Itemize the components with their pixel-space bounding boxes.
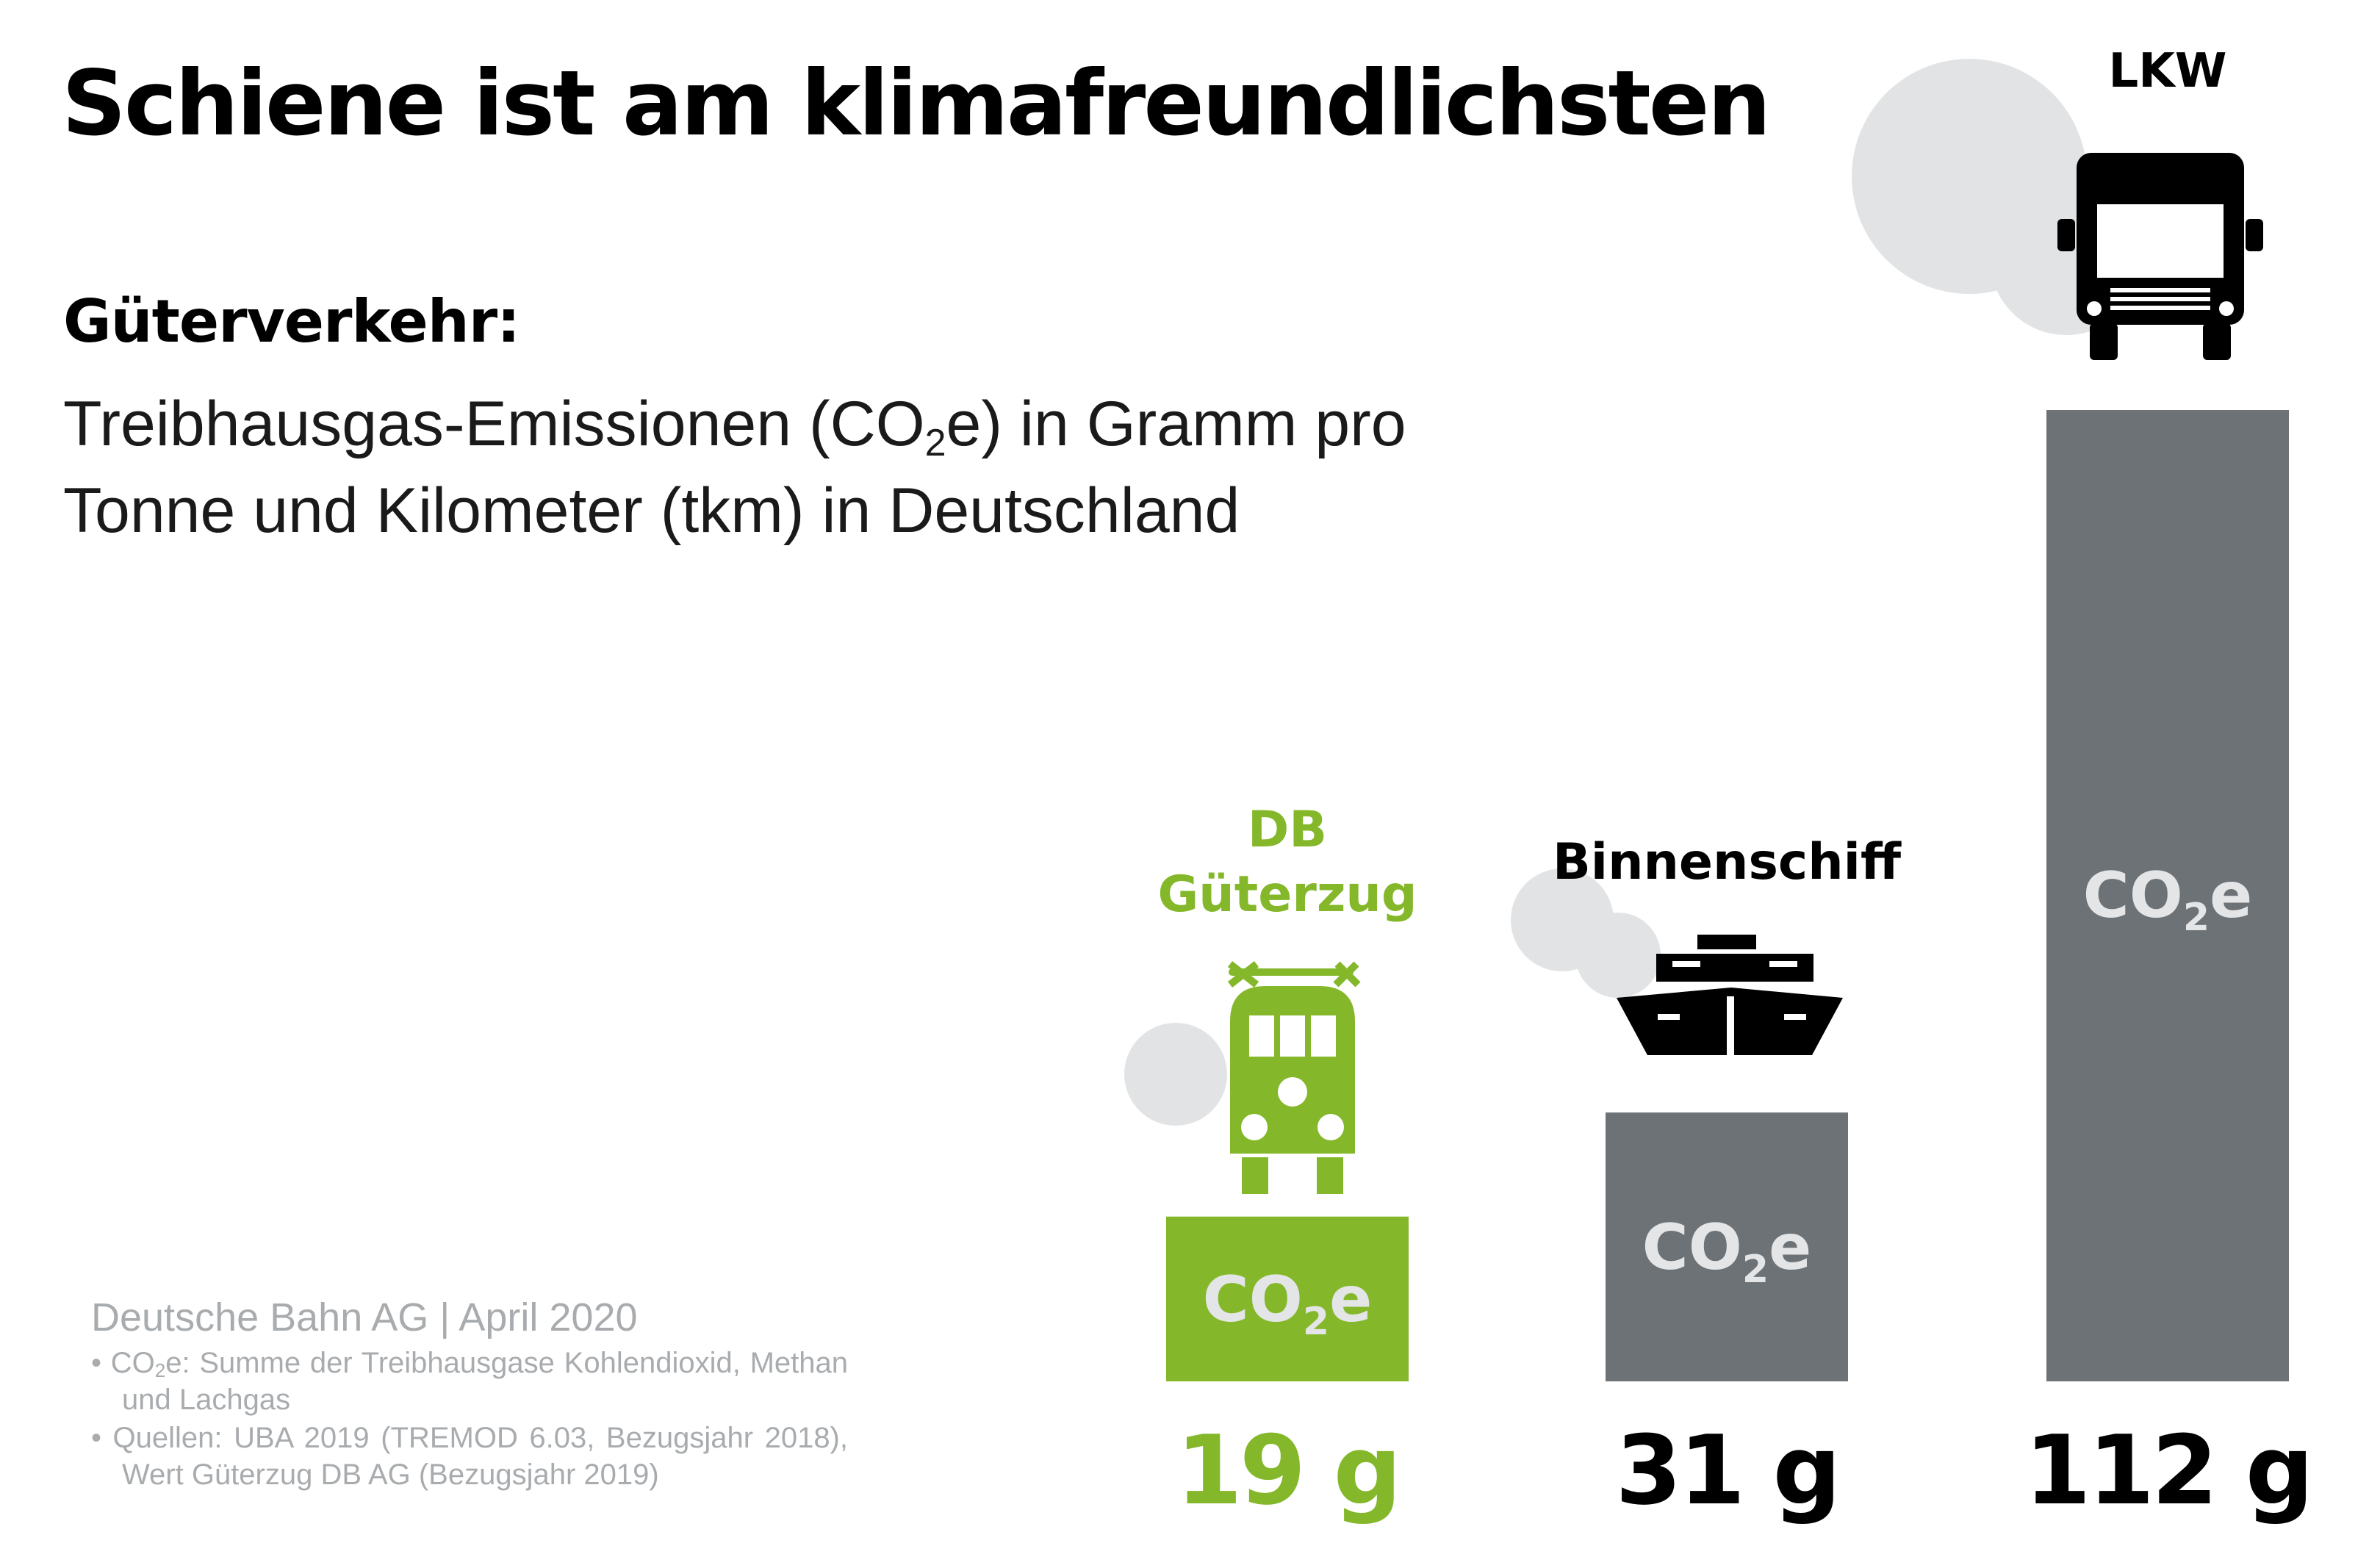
subtitle-line-2: Tonne und Kilometer (tkm) in Deutschland [63,475,1240,546]
locomotive-icon [1227,961,1361,1194]
subtitle-line-1: Treibhausgas-Emissionen (CO2e) in Gramm … [63,381,1406,467]
co2e-main: CO [2083,859,2183,932]
note-definition-part-b: e: Summe der Treibhausgase Kohlendioxid,… [122,1347,848,1416]
ship-icon [1617,935,1843,1055]
category-label-3-line-1: LKW [2109,44,2227,98]
subtitle-description: Treibhausgas-Emissionen (CO2e) in Gramm … [63,381,1406,554]
category-label-1-line-2: Güterzug [1157,866,1417,924]
source-notes: Deutsche Bahn AG | April 2020 • CO2e: Su… [91,1292,848,1493]
source-note-sources: • Quellen: UBA 2019 (TREMOD 6.03, Bezugs… [91,1422,848,1491]
co2e-tail: e [1329,1263,1372,1337]
subtitle-line-1-part-b: e) in Gramm pro [946,389,1406,459]
category-label-1-line-1: DB [1248,801,1327,859]
note-definition-part-a: • CO [91,1347,155,1379]
co2e-tail: e [1769,1211,1811,1284]
category-label-2-line-1: Binnenschiff [1553,833,1902,891]
co2e-subscript: 2 [1742,1248,1769,1292]
value-label-2: 31 g [1615,1414,1838,1526]
subtitle-heading: Güterverkehr: [63,287,520,356]
co2e-subscript: 2 [2183,896,2210,940]
subtitle-subscript: 2 [924,422,946,464]
value-label-1: 19 g [1176,1414,1398,1526]
bar-1 [1166,1216,1409,1381]
bar-2 [1606,1112,1848,1381]
source-org: Deutsche Bahn AG | April 2020 [91,1295,638,1339]
truck-icon [2057,153,2263,360]
page-title: Schiene ist am klimafreundlichsten [62,51,1771,156]
cloud-icon-ship-small [1575,913,1661,998]
co2e-tail: e [2210,859,2252,932]
subtitle-line-1-part-a: Treibhausgas-Emissionen (CO [63,389,925,459]
bar-co2e-label-3: CO2e [2083,859,2253,940]
bar-co2e-label-1: CO2e [1203,1263,1373,1344]
value-label-3: 112 g [2024,1414,2311,1526]
co2e-subscript: 2 [1303,1300,1329,1344]
source-note-definition: • CO2e: Summe der Treibhausgase Kohlendi… [91,1345,848,1418]
co2e-main: CO [1642,1211,1742,1284]
cloud-icons [1124,59,2143,1126]
cloud-icon-train [1124,1023,1227,1126]
bar-co2e-label-2: CO2e [1642,1211,1812,1292]
co2e-main: CO [1203,1263,1303,1337]
note-definition-subscript: 2 [154,1359,166,1381]
bar-3 [2046,410,2289,1381]
